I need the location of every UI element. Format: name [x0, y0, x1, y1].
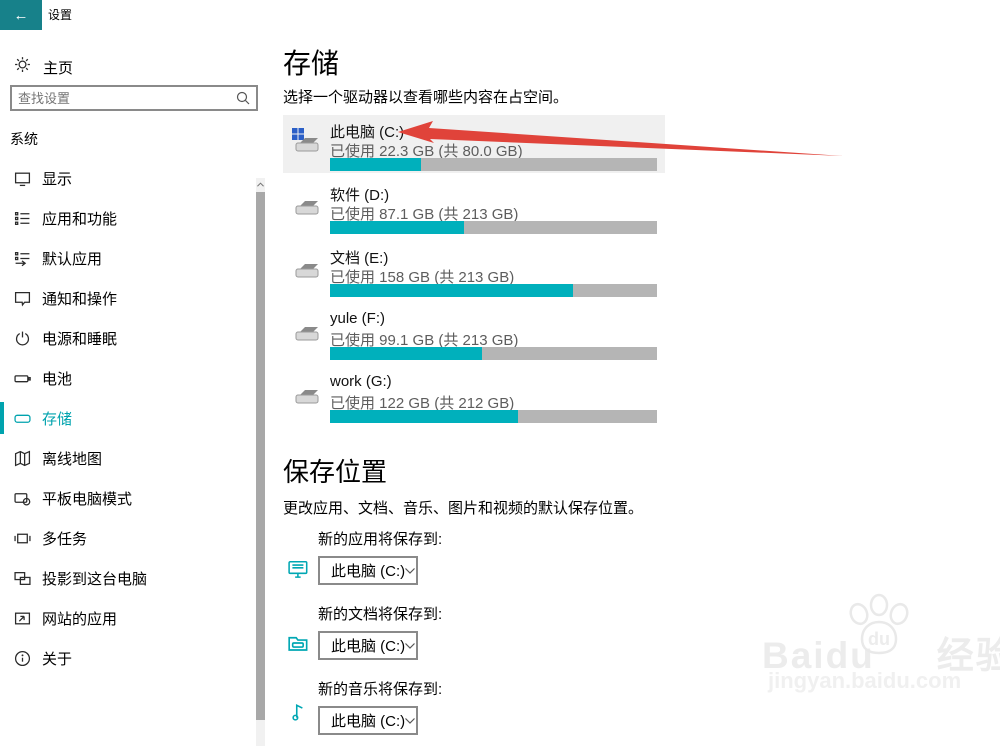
drive-usage-bar [330, 158, 657, 171]
scrollbar-thumb[interactable] [256, 192, 265, 720]
battery-icon [14, 370, 31, 387]
page-subtitle: 选择一个驱动器以查看哪些内容在占空间。 [283, 89, 569, 106]
folder-icon [288, 633, 309, 653]
offline-maps-icon [14, 450, 31, 467]
svg-text:du: du [868, 629, 890, 649]
sidebar-item-notifications[interactable]: 通知和操作 [0, 278, 256, 318]
drive-row-c[interactable]: 此电脑 (C:) 已使用 22.3 GB (共 80.0 GB) [283, 115, 665, 173]
page-title: 存储 [283, 48, 340, 79]
drive-usage-bar [330, 221, 657, 234]
new-docs-dropdown[interactable]: 此电脑 (C:) [318, 631, 418, 660]
sidebar-item-projecting[interactable]: 投影到这台电脑 [0, 558, 256, 598]
back-button[interactable]: ← [0, 0, 42, 30]
sidebar-item-power-sleep[interactable]: 电源和睡眠 [0, 318, 256, 358]
scrollbar-up-arrow[interactable] [256, 178, 265, 191]
drive-row-e[interactable]: 文档 (E:) 已使用 158 GB (共 213 GB) [283, 241, 665, 299]
chevron-down-icon [405, 717, 416, 724]
sidebar-item-battery[interactable]: 电池 [0, 358, 256, 398]
about-icon [14, 650, 31, 667]
chevron-down-icon [405, 642, 416, 649]
drive-icon [292, 317, 322, 352]
sidebar-item-offline-maps[interactable]: 离线地图 [0, 438, 256, 478]
drive-icon [292, 380, 322, 415]
search-box[interactable] [10, 85, 258, 111]
web-apps-icon [14, 610, 31, 627]
apps-features-icon [14, 210, 31, 227]
sidebar-nav: 显示 应用和功能 默认应用 通知和操 [0, 158, 256, 678]
sidebar-item-multitasking[interactable]: 多任务 [0, 518, 256, 558]
default-apps-icon [14, 250, 31, 267]
sidebar-item-display[interactable]: 显示 [0, 158, 256, 198]
windows-drive-icon [292, 128, 322, 163]
paw-icon: du [842, 592, 914, 663]
chevron-down-icon [405, 567, 416, 574]
sidebar-section-system: 系统 [10, 131, 38, 147]
gear-icon [14, 56, 31, 78]
drive-row-g[interactable]: work (G:) 已使用 122 GB (共 212 GB) [283, 367, 665, 425]
sidebar-item-storage[interactable]: 存储 [0, 398, 256, 438]
new-music-dropdown[interactable]: 此电脑 (C:) [318, 706, 418, 735]
multitasking-icon [14, 530, 31, 547]
sidebar-home-label: 主页 [43, 59, 74, 77]
drive-usage-bar [330, 347, 657, 360]
display-icon [14, 170, 31, 187]
project-icon [14, 570, 31, 587]
drive-usage-bar [330, 410, 657, 423]
save-locations-title: 保存位置 [283, 457, 388, 487]
storage-icon [14, 410, 31, 427]
monitor-icon [288, 560, 310, 580]
sidebar-item-about[interactable]: 关于 [0, 638, 256, 678]
tablet-mode-icon [14, 490, 31, 507]
drive-row-d[interactable]: 软件 (D:) 已使用 87.1 GB (共 213 GB) [283, 178, 665, 236]
sidebar-item-tablet-mode[interactable]: 平板电脑模式 [0, 478, 256, 518]
new-apps-dropdown[interactable]: 此电脑 (C:) [318, 556, 418, 585]
save-locations-subtitle: 更改应用、文档、音乐、图片和视频的默认保存位置。 [283, 500, 644, 517]
notifications-icon [14, 290, 31, 307]
window-title: 设置 [48, 8, 73, 22]
music-note-icon [292, 703, 306, 721]
drive-usage-bar [330, 284, 657, 297]
drive-row-f[interactable]: yule (F:) 已使用 99.1 GB (共 213 GB) [283, 304, 665, 362]
drive-icon [292, 191, 322, 226]
power-icon [14, 330, 31, 347]
sidebar-scrollbar[interactable] [256, 178, 265, 746]
sidebar: 主页 系统 显示 应用和功能 [0, 30, 265, 746]
left-arrow-icon: ← [13, 6, 29, 24]
sidebar-item-default-apps[interactable]: 默认应用 [0, 238, 256, 278]
new-music-label: 新的音乐将保存到: [318, 681, 443, 698]
search-input[interactable] [12, 90, 236, 106]
selected-accent-bar [0, 402, 4, 434]
sidebar-item-apps-features[interactable]: 应用和功能 [0, 198, 256, 238]
sidebar-home[interactable]: 主页 [0, 47, 256, 87]
drive-icon [292, 254, 322, 289]
search-icon[interactable] [236, 91, 250, 105]
new-apps-label: 新的应用将保存到: [318, 531, 443, 548]
sidebar-item-web-apps[interactable]: 网站的应用 [0, 598, 256, 638]
new-docs-label: 新的文档将保存到: [318, 606, 443, 623]
